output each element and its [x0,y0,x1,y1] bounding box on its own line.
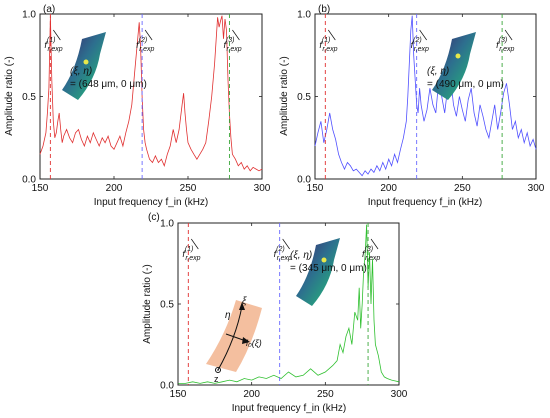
annotation-line-2: = (345 μm, 0 μm) [290,263,367,274]
inset-eta-label: η [225,310,231,321]
y-tick-label: 0.5 [160,300,174,311]
data-layer [178,224,400,384]
y-tick-label: 0.0 [297,175,311,186]
ref-arrow-2 [419,29,427,41]
x-axis-label: Input frequency f_in (kHz) [368,197,483,208]
panel-a: f(1) r,exp f(2) r,exp f(3) r,exp 150 200 250 300… [4,4,271,208]
coordinate-inset: ξ η l₀(ξ) z [206,296,262,384]
ref-arrow-2 [282,238,290,250]
x-tick-label: 250 [317,389,334,400]
ref-arrow-1 [53,29,61,41]
ref-label-3: f(3) r,exp [496,37,514,53]
panel-b: f(1) r,exp f(2) r,exp f(3) r,exp 150 200 250 300… [279,4,545,208]
series-line [178,224,400,384]
ref-label-2: f(2) r,exp [411,37,429,53]
y-axis-label: Amplitude ratio (-) [142,264,153,343]
ref-arrow-2 [144,29,153,41]
x-axis-label: Input frequency f_in (kHz) [94,197,209,208]
ref-lines: f(1) r,exp f(2) r,exp f(3) r,exp [182,223,380,385]
annotation-line-2: = (490 μm, 0 μm) [427,79,504,90]
ref-arrow-3 [370,238,379,250]
tick-layer: 150 200 250 300 0.0 0.5 1.0 [297,10,545,195]
blade-image [62,32,106,100]
ref-arrow-3 [504,29,513,41]
annotation-line-1: (ξ, η) [427,66,449,77]
annotation-line-1: (ξ, η) [70,66,92,77]
eta-arrow-icon [242,337,250,344]
xi-axis [217,305,243,371]
data-layer [314,15,537,177]
series-line [39,15,263,172]
ref-label-3: f(3) r,exp [362,246,380,262]
blade-image [432,32,476,100]
y-tick-label: 0.0 [160,381,174,392]
x-tick-label: 300 [391,389,408,400]
x-tick-label: 150 [307,183,324,194]
annotation-line-2: = (648 μm, 0 μm) [70,79,147,90]
ref-label-2: f(2) r,exp [136,37,154,53]
ref-arrow-1 [191,238,199,250]
y-tick-label: 0.0 [22,175,36,186]
x-tick-label: 200 [380,183,397,194]
x-tick-label: 300 [254,183,271,194]
y-tick-label: 1.0 [160,219,174,230]
y-tick-label: 1.0 [22,10,36,21]
inset-xi-label: ξ [242,296,247,307]
tick-layer: 150 200 250 300 0.0 0.5 1.0 [22,10,271,195]
ref-arrow-3 [232,29,240,41]
blade-image [296,238,340,306]
panel-label: (a) [43,4,55,15]
panel-c: f(1) r,exp f(2) r,exp f(3) r,exp 150 200 250 300… [142,212,408,414]
x-tick-label: 150 [170,389,187,400]
ref-label-1: f(1) r,exp [319,37,337,53]
x-tick-label: 300 [528,183,545,194]
ref-label-3: f(3) r,exp [223,37,241,53]
ref-lines: f(1) r,exp f(2) r,exp f(3) r,exp [319,14,514,179]
x-tick-label: 250 [454,183,471,194]
xi-arrow-icon [239,302,245,310]
x-axis-label: Input frequency f_in (kHz) [232,403,347,414]
y-tick-label: 1.0 [297,10,311,21]
ref-label-1: f(1) r,exp [44,37,62,53]
y-axis-label: Amplitude ratio (-) [4,56,15,135]
series-line [314,15,537,177]
x-tick-label: 200 [106,183,123,194]
panel-label: (c) [148,212,160,223]
x-tick-label: 250 [180,183,197,194]
y-tick-label: 0.5 [297,92,311,103]
ref-label-1: f(1) r,exp [182,246,200,262]
y-axis-label: Amplitude ratio (-) [279,56,290,135]
x-tick-label: 150 [32,183,49,194]
annotation-line-1: (ξ, η) [290,250,312,261]
tick-layer: 150 200 250 300 0.0 0.5 1.0 [160,219,408,401]
inset-l0-label: l₀(ξ) [246,338,262,348]
panel-label: (b) [318,4,330,15]
ref-arrow-1 [328,29,336,41]
ref-lines: f(1) r,exp f(2) r,exp f(3) r,exp [44,14,242,179]
y-tick-label: 0.5 [22,92,36,103]
data-layer [39,15,263,172]
ref-label-2: f(2) r,exp [274,246,292,262]
origin-marker [215,367,221,373]
inset-z-label: z [214,374,219,384]
x-tick-label: 200 [243,389,260,400]
